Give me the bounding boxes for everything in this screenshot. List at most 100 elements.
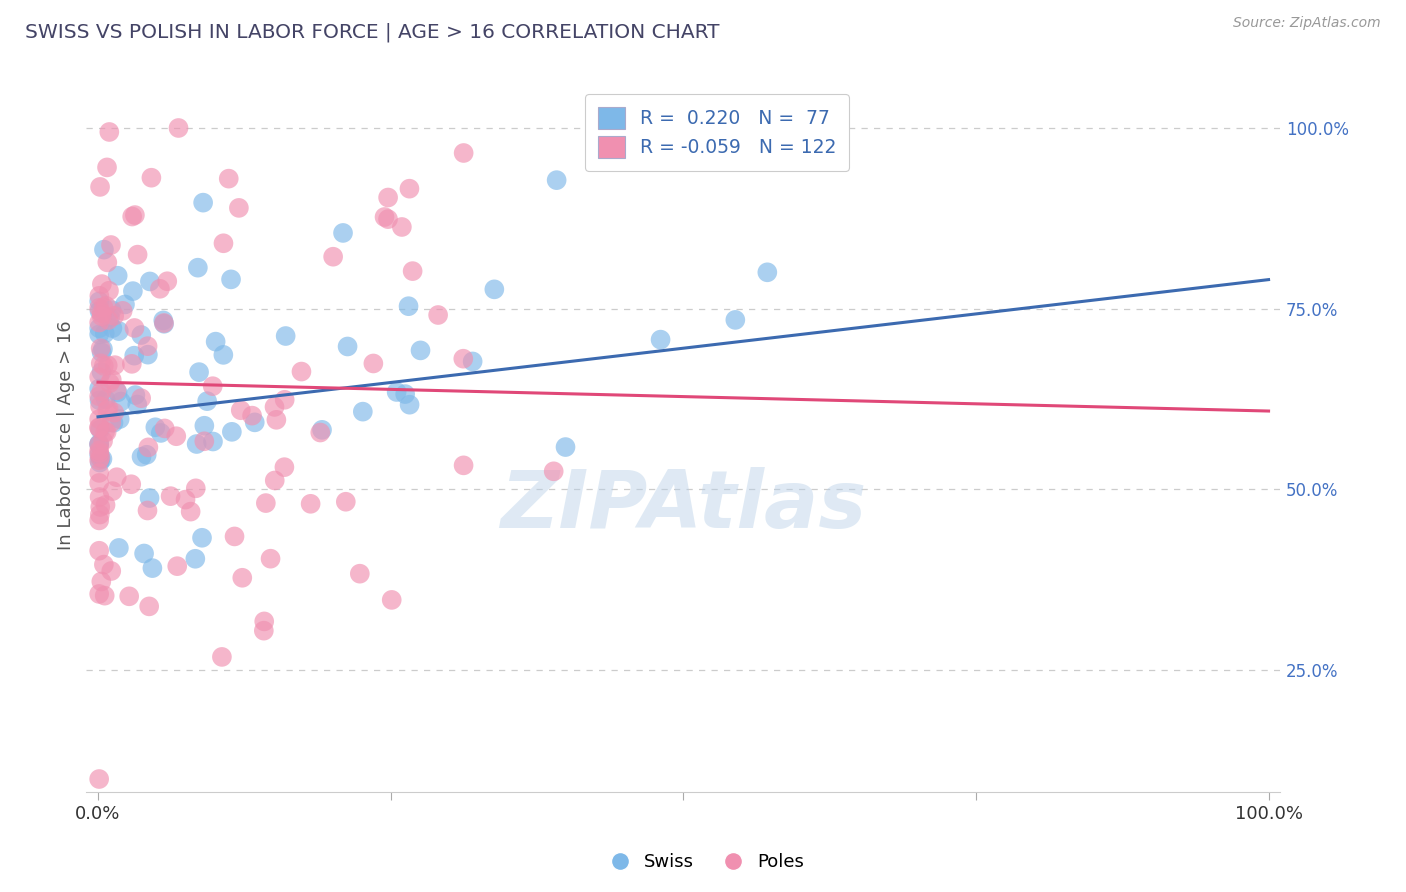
Point	[108, 324, 131, 338]
Point	[98, 376, 121, 390]
Point	[263, 474, 285, 488]
Point	[107, 268, 129, 283]
Point	[127, 247, 149, 261]
Point	[191, 531, 214, 545]
Point	[332, 226, 354, 240]
Point	[136, 339, 159, 353]
Text: ZIPAtlas: ZIPAtlas	[501, 467, 866, 545]
Point	[322, 250, 344, 264]
Point	[153, 421, 176, 435]
Point	[108, 412, 131, 426]
Point	[193, 434, 215, 449]
Point	[89, 294, 111, 309]
Point	[89, 436, 111, 450]
Point	[89, 304, 111, 318]
Point	[756, 265, 779, 279]
Point	[461, 354, 484, 368]
Point	[273, 392, 295, 407]
Point	[89, 370, 111, 384]
Point	[89, 180, 111, 194]
Point	[153, 316, 176, 330]
Point	[114, 297, 136, 311]
Point	[90, 345, 112, 359]
Point	[335, 494, 357, 508]
Point	[650, 333, 672, 347]
Point	[91, 342, 114, 356]
Point	[259, 551, 281, 566]
Point	[89, 453, 111, 467]
Point	[94, 326, 117, 341]
Point	[93, 243, 115, 257]
Point	[94, 299, 117, 313]
Point	[89, 443, 111, 458]
Point	[90, 341, 112, 355]
Point	[204, 334, 226, 349]
Point	[91, 451, 114, 466]
Point	[543, 464, 565, 478]
Point	[266, 413, 288, 427]
Point	[100, 564, 122, 578]
Point	[89, 301, 111, 315]
Point	[121, 357, 143, 371]
Point	[385, 384, 408, 399]
Point	[274, 329, 297, 343]
Point	[96, 161, 118, 175]
Point	[224, 529, 246, 543]
Point	[377, 212, 399, 227]
Point	[100, 303, 122, 318]
Point	[124, 208, 146, 222]
Point	[127, 397, 149, 411]
Point	[100, 238, 122, 252]
Point	[138, 441, 160, 455]
Point	[89, 389, 111, 403]
Point	[187, 260, 209, 275]
Point	[90, 277, 112, 291]
Point	[93, 558, 115, 572]
Point	[201, 434, 224, 449]
Point	[103, 309, 125, 323]
Point	[90, 356, 112, 370]
Point	[352, 404, 374, 418]
Point	[89, 543, 111, 558]
Point	[104, 358, 127, 372]
Point	[453, 351, 475, 366]
Point	[398, 299, 420, 313]
Point	[94, 392, 117, 407]
Point	[373, 210, 395, 224]
Point	[89, 513, 111, 527]
Point	[554, 440, 576, 454]
Point	[111, 303, 134, 318]
Point	[93, 300, 115, 314]
Point	[96, 403, 118, 417]
Point	[89, 316, 111, 330]
Point	[89, 466, 111, 480]
Point	[184, 481, 207, 495]
Point	[89, 437, 111, 451]
Point	[89, 421, 111, 435]
Point	[336, 339, 359, 353]
Point	[121, 210, 143, 224]
Point	[129, 328, 152, 343]
Point	[212, 348, 235, 362]
Point	[218, 171, 240, 186]
Point	[100, 416, 122, 430]
Point	[191, 195, 214, 210]
Point	[195, 394, 218, 409]
Point	[152, 313, 174, 327]
Point	[89, 327, 111, 342]
Point	[363, 356, 385, 370]
Point	[381, 593, 404, 607]
Point	[231, 571, 253, 585]
Point	[101, 321, 124, 335]
Point	[136, 348, 159, 362]
Point	[90, 306, 112, 320]
Point	[143, 420, 166, 434]
Legend: R =  0.220   N =  77, R = -0.059   N = 122: R = 0.220 N = 77, R = -0.059 N = 122	[585, 94, 849, 171]
Point	[107, 385, 129, 400]
Point	[89, 456, 111, 470]
Y-axis label: In Labor Force | Age > 16: In Labor Force | Age > 16	[58, 320, 75, 549]
Point	[311, 423, 333, 437]
Point	[90, 365, 112, 379]
Point	[98, 284, 121, 298]
Point	[211, 649, 233, 664]
